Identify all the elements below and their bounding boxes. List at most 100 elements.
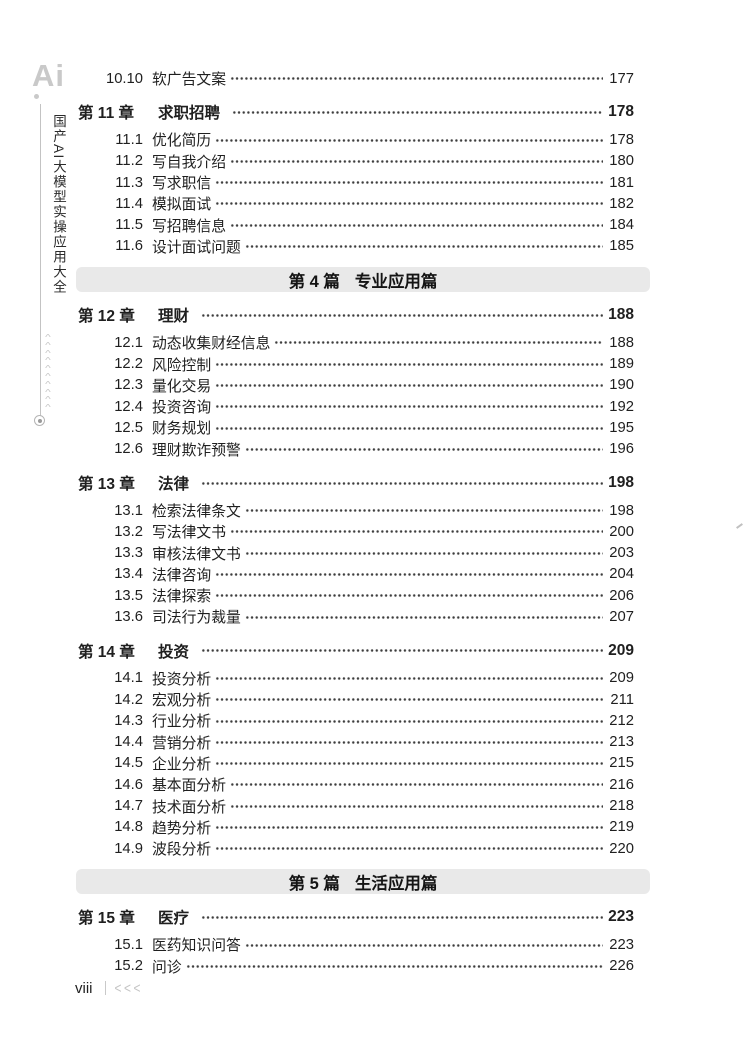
toc-section-row: 15.1 医药知识问答 223 [78, 934, 634, 956]
toc-section-row: 12.2 风险控制 189 [78, 353, 634, 375]
toc-section-row: 13.2 写法律文书 200 [78, 521, 634, 543]
dot-leader [244, 934, 603, 956]
toc-section-row: 15.2 问诊 226 [78, 955, 634, 977]
section-title: 投资咨询 [152, 400, 212, 417]
dot-leader [215, 816, 603, 839]
section-page-number: 188 [609, 334, 634, 351]
section-title: 司法行为裁量 [152, 610, 241, 627]
section-number: 14.4 [114, 734, 143, 751]
toc-section-row: 14.5 企业分析 215 [78, 752, 634, 775]
dot-leader [230, 150, 603, 172]
dot-leader [215, 417, 603, 439]
footer-chevrons-icon: <<< [114, 979, 144, 997]
section-number: 10.10 [105, 70, 143, 87]
chapter-page-number: 223 [608, 908, 634, 926]
dot-leader [230, 521, 603, 543]
dot-leader [215, 374, 603, 396]
section-page-number: 196 [609, 441, 634, 458]
part-title: 生活应用篇 [354, 874, 438, 893]
toc-section-row: 14.6 基本面分析 216 [78, 774, 634, 796]
part-number: 第 4 篇 [288, 272, 340, 291]
section-page-number: 200 [609, 523, 634, 540]
section-number: 12.4 [114, 398, 143, 415]
dot-leader [230, 214, 603, 236]
section-title: 医药知识问答 [152, 938, 241, 955]
section-number: 14.3 [114, 712, 143, 729]
section-number: 14.6 [114, 776, 143, 793]
dot-leader [215, 752, 603, 775]
dot-leader [185, 955, 603, 977]
section-number: 13.2 [114, 523, 143, 540]
section-page-number: 184 [609, 217, 634, 234]
dot-leader [215, 667, 603, 689]
section-number: 11.2 [115, 153, 143, 170]
toc-section-row: 10.10 软广告文案 177 [78, 68, 634, 90]
brand-logo-ai-icon: Ai [32, 58, 65, 93]
dot-leader [215, 129, 603, 151]
dot-leader [215, 353, 603, 375]
section-title: 法律探索 [152, 589, 212, 606]
chapter-title: 求职招聘 [158, 105, 221, 123]
section-number: 13.6 [114, 608, 143, 625]
chapter-number: 第 13 章 [78, 475, 135, 493]
section-title: 波段分析 [152, 842, 212, 859]
toc-section-row: 14.2 宏观分析 211 [78, 688, 634, 711]
section-number: 11.3 [115, 174, 143, 191]
section-title: 写法律文书 [152, 525, 226, 542]
section-title: 检索法律条文 [152, 504, 241, 520]
toc-section-row: 11.6 设计面试问题 185 [78, 235, 634, 258]
dot-leader [201, 906, 603, 929]
sidebar-chevron-column-icon: ^ ^ ^ ^ ^ ^ ^ ^ ^ ^ [45, 333, 51, 413]
toc-section-row: 14.8 趋势分析 219 [78, 816, 634, 839]
chapter-page-number: 209 [608, 641, 634, 659]
section-page-number: 204 [609, 566, 634, 583]
toc-chapter-row: 第 12 章 理财 188 [78, 304, 634, 327]
toc-section-row: 11.4 模拟面试 182 [78, 193, 634, 215]
section-number: 14.9 [114, 840, 143, 857]
toc-section-row: 13.4 法律咨询 204 [78, 563, 634, 586]
section-page-number: 177 [609, 70, 634, 87]
page-footer: viii <<< [75, 979, 143, 997]
toc-section-row: 11.1 优化简历 178 [78, 129, 634, 151]
section-title: 基本面分析 [152, 778, 226, 795]
toc-section-row: 12.6 理财欺诈预警 196 [78, 438, 634, 460]
section-number: 13.4 [114, 566, 143, 583]
section-page-number: 206 [609, 587, 634, 604]
logo-dot-icon [34, 94, 39, 99]
section-number: 13.3 [114, 545, 143, 562]
section-title: 投资分析 [152, 671, 212, 688]
toc-section-row: 12.3 量化交易 190 [78, 374, 634, 396]
section-number: 12.6 [114, 441, 143, 458]
section-number: 14.8 [114, 819, 143, 836]
section-number: 11.6 [115, 238, 143, 255]
dot-leader [232, 101, 603, 124]
section-page-number: 198 [609, 502, 634, 519]
section-title: 动态收集财经信息 [152, 336, 271, 353]
section-number: 14.7 [114, 798, 143, 815]
section-page-number: 220 [609, 840, 634, 857]
toc-section-row: 12.4 投资咨询 192 [78, 395, 634, 418]
section-page-number: 212 [609, 712, 634, 729]
section-number: 12.5 [114, 419, 143, 436]
dot-leader [201, 304, 603, 327]
toc-section-row: 12.1 动态收集财经信息 188 [78, 332, 634, 354]
page-edge-mark [736, 523, 743, 529]
section-page-number: 203 [609, 545, 634, 562]
section-page-number: 180 [609, 153, 634, 170]
toc-section-row: 13.6 司法行为裁量 207 [78, 606, 634, 628]
section-title: 审核法律文书 [152, 546, 241, 563]
toc-chapter-row: 第 15 章 医疗 223 [78, 906, 634, 929]
section-title: 理财欺诈预警 [152, 442, 241, 459]
chapter-page-number: 188 [608, 306, 634, 324]
section-number: 11.5 [115, 217, 143, 234]
section-title: 软广告文案 [152, 72, 226, 89]
chapter-number: 第 14 章 [78, 643, 135, 661]
toc-section-row: 14.1 投资分析 209 [78, 667, 634, 689]
toc-section-row: 13.3 审核法律文书 203 [78, 542, 634, 564]
toc-chapter-row: 第 13 章 法律 198 [78, 471, 634, 494]
chapter-title: 法律 [158, 475, 190, 493]
section-page-number: 195 [609, 419, 634, 436]
section-title: 趋势分析 [152, 820, 212, 837]
section-number: 14.1 [114, 670, 143, 687]
